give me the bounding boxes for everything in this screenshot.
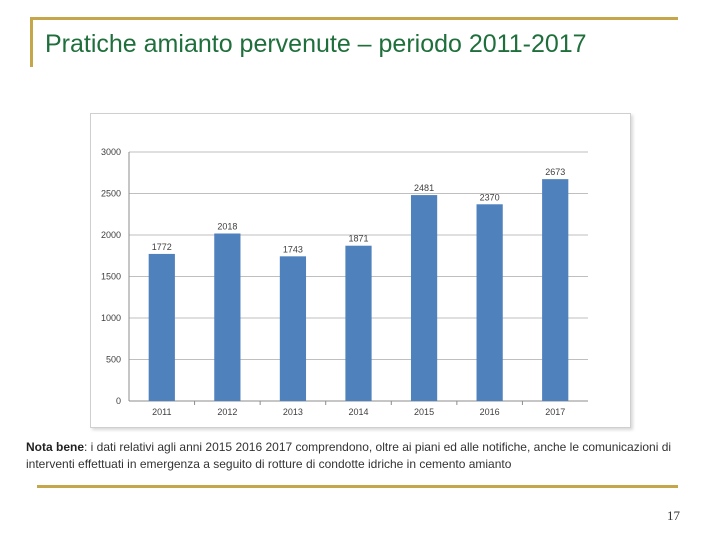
data-label: 1772 (152, 242, 172, 252)
bottom-accent-line (37, 485, 678, 488)
y-tick-label: 500 (106, 355, 121, 365)
x-tick-label: 2013 (283, 407, 303, 417)
x-tick-label: 2014 (348, 407, 368, 417)
data-label: 2673 (545, 167, 565, 177)
page-number: 17 (667, 508, 680, 523)
note-label: Nota bene (26, 440, 85, 454)
bar (542, 179, 569, 401)
data-label: 2370 (480, 192, 500, 202)
x-tick-label: 2015 (414, 407, 434, 417)
data-label: 2018 (217, 222, 237, 232)
y-tick-label: 0 (116, 396, 121, 406)
bar (345, 245, 372, 401)
bar (410, 195, 438, 401)
y-tick-label: 2500 (101, 189, 121, 199)
y-tick-label: 3000 (101, 147, 121, 157)
y-tick-label: 1500 (101, 272, 121, 282)
bar (476, 204, 503, 401)
slide-title: Pratiche amianto pervenute – periodo 201… (45, 30, 587, 58)
x-tick-label: 2016 (480, 407, 500, 417)
data-label: 2481 (414, 183, 434, 193)
bar (148, 253, 175, 401)
y-tick-label: 2000 (101, 230, 121, 240)
data-label: 1871 (348, 234, 368, 244)
y-tick-label: 1000 (101, 313, 121, 323)
note-text: : i dati relativi agli anni 2015 2016 20… (26, 440, 672, 471)
data-label: 1743 (283, 244, 303, 254)
bar (214, 233, 241, 401)
bar-chart: 0 500 1000 1500 2000 2500 3000 1772 2011 2018 2012… (101, 147, 588, 417)
left-accent-line (30, 17, 33, 67)
x-tick-label: 2012 (217, 407, 237, 417)
chart-container: 0 500 1000 1500 2000 2500 3000 1772 2011 2018 2012… (90, 113, 631, 428)
top-accent-line (30, 17, 678, 20)
note: Nota bene: i dati relativi agli anni 201… (26, 439, 716, 473)
x-tick-label: 2011 (152, 407, 171, 417)
x-tick-label: 2017 (545, 407, 565, 417)
bar (279, 256, 307, 401)
